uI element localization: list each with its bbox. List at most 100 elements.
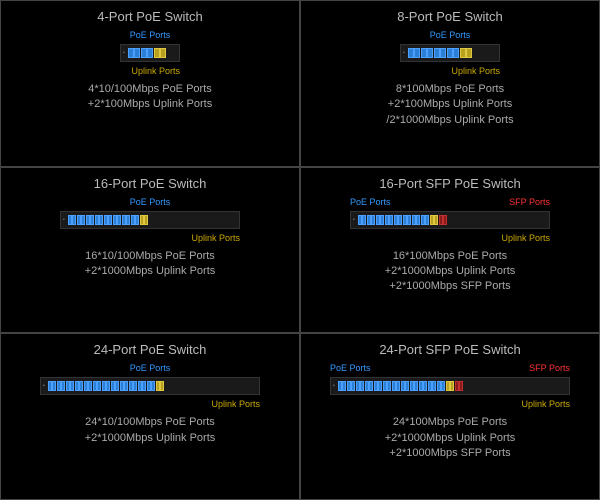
poe-port [441, 381, 445, 391]
poe-port [396, 381, 400, 391]
poe-port [432, 381, 436, 391]
poe-port [57, 381, 61, 391]
poe-port [113, 215, 117, 225]
poe-port [120, 381, 124, 391]
poe-label: PoE Ports [130, 363, 171, 373]
product-title: 4-Port PoE Switch [97, 9, 203, 24]
poe-label: PoE Ports [130, 30, 171, 40]
poe-port [81, 215, 85, 225]
annotation-top: PoE PortsSFP Ports [350, 197, 550, 207]
poe-port [68, 215, 72, 225]
poe-port [387, 381, 391, 391]
poe-port [147, 381, 151, 391]
poe-port [428, 381, 432, 391]
port-row [128, 48, 167, 58]
brand-mark: • [333, 383, 335, 389]
product-title: 8-Port PoE Switch [397, 9, 503, 24]
spec-line: +2*100Mbps Uplink Ports [386, 97, 513, 112]
port-row [408, 48, 473, 58]
poe-port [367, 215, 371, 225]
poe-port [407, 215, 411, 225]
product-cell: 4-Port PoE SwitchPoE Ports•Uplink Ports4… [0, 0, 300, 167]
poe-port [374, 381, 378, 391]
poe-port [122, 215, 126, 225]
poe-port [117, 215, 121, 225]
switch-diagram: • [350, 211, 550, 229]
poe-port [385, 215, 389, 225]
product-title: 16-Port PoE Switch [94, 176, 207, 191]
product-cell: 8-Port PoE SwitchPoE Ports•Uplink Ports8… [300, 0, 600, 167]
poe-port [351, 381, 355, 391]
annotation-bottom: Uplink Ports [350, 233, 550, 243]
poe-label: PoE Ports [130, 197, 171, 207]
sfp-port [455, 381, 459, 391]
poe-label: PoE Ports [330, 363, 371, 373]
poe-port [392, 381, 396, 391]
uplink-port [460, 48, 466, 58]
product-grid: 4-Port PoE Switch PoE Ports • Uplink Ports 4… [0, 0, 600, 500]
poe-port [48, 381, 52, 391]
poe-port [378, 381, 382, 391]
annotation-bottom: Uplink Ports [40, 399, 260, 409]
uplink-port [156, 381, 160, 391]
annotation-top: PoE Ports [120, 30, 180, 40]
specs-text: 16*100Mbps PoE Ports+2*1000Mbps Uplink P… [385, 249, 516, 295]
uplink-label: Uplink Ports [451, 66, 500, 76]
uplink-port [144, 215, 148, 225]
poe-port [97, 381, 101, 391]
spec-line: +2*1000Mbps Uplink Ports [85, 431, 216, 446]
poe-port [95, 215, 99, 225]
spec-line: 8*100Mbps PoE Ports [386, 82, 513, 97]
poe-port [142, 381, 146, 391]
poe-port [86, 215, 90, 225]
brand-mark: • [43, 383, 45, 389]
spec-line: 24*10/100Mbps PoE Ports [85, 415, 216, 430]
uplink-port [450, 381, 454, 391]
poe-port [369, 381, 373, 391]
poe-port [453, 48, 459, 58]
sfp-port [459, 381, 463, 391]
brand-mark: • [403, 50, 405, 56]
uplink-port [430, 215, 434, 225]
poe-port [371, 215, 375, 225]
poe-port [408, 48, 414, 58]
poe-port [61, 381, 65, 391]
port-row [48, 381, 165, 391]
poe-port [342, 381, 346, 391]
uplink-label: Uplink Ports [211, 399, 260, 409]
poe-port [126, 215, 130, 225]
poe-label: PoE Ports [350, 197, 391, 207]
poe-port [72, 215, 76, 225]
poe-port [338, 381, 342, 391]
port-row [68, 215, 149, 225]
poe-port [129, 381, 133, 391]
poe-port [447, 48, 453, 58]
poe-port [383, 381, 387, 391]
specs-text: 4*10/100Mbps PoE Ports+2*100Mbps Uplink … [88, 82, 212, 113]
spec-line: 4*10/100Mbps PoE Ports [88, 82, 212, 97]
spec-line: +2*1000Mbps Uplink Ports [85, 264, 216, 279]
spec-line: 24*100Mbps PoE Ports [385, 415, 516, 430]
uplink-port [154, 48, 160, 58]
poe-port [75, 381, 79, 391]
poe-port [77, 215, 81, 225]
poe-port [419, 381, 423, 391]
annotation-bottom: Uplink Ports [60, 233, 240, 243]
poe-port [356, 381, 360, 391]
poe-port [403, 215, 407, 225]
poe-port [394, 215, 398, 225]
poe-port [79, 381, 83, 391]
sfp-port [439, 215, 443, 225]
switch-diagram: • [40, 377, 260, 395]
poe-port [423, 381, 427, 391]
switch-body: • [330, 377, 570, 395]
poe-port [115, 381, 119, 391]
uplink-label: Uplink Ports [191, 233, 240, 243]
switch-diagram: • [400, 44, 500, 62]
spec-line: 16*100Mbps PoE Ports [385, 249, 516, 264]
poe-port [421, 48, 427, 58]
poe-port [106, 381, 110, 391]
poe-port [108, 215, 112, 225]
annotation-top: PoE PortsSFP Ports [330, 363, 570, 373]
product-cell: 16-Port PoE SwitchPoE Ports•Uplink Ports… [0, 167, 300, 334]
